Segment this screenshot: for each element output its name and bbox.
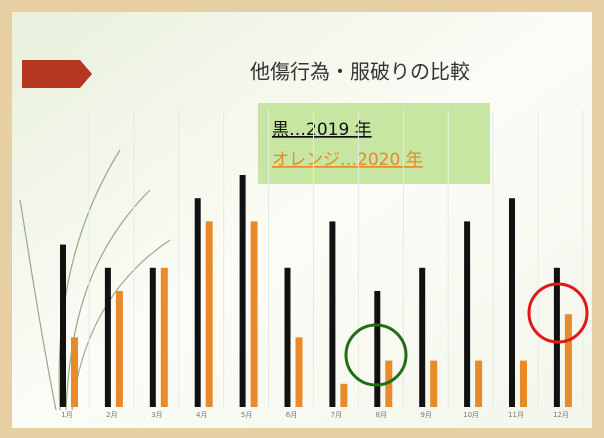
x-tick-label: 11月	[508, 411, 524, 419]
bar	[251, 221, 258, 407]
bar	[374, 291, 380, 407]
x-tick-label: 6月	[286, 411, 297, 419]
bar	[195, 198, 201, 407]
legend-note: 黒…2019 年	[272, 120, 372, 140]
bar	[285, 268, 291, 407]
x-tick-label: 2月	[106, 411, 117, 419]
bar	[150, 268, 156, 407]
bar	[419, 268, 425, 407]
bar	[475, 361, 482, 407]
x-tick-label: 1月	[61, 411, 72, 419]
chart-title: 他傷行為・服破りの比較	[250, 60, 470, 84]
title-arrow	[22, 60, 92, 88]
bar	[116, 291, 123, 407]
bar	[71, 337, 78, 407]
bar	[464, 221, 470, 407]
bar	[329, 221, 335, 407]
page: 他傷行為・服破りの比較 黒…2019 年 オレンジ…2020 年 1月 2月 3月 4…	[0, 0, 604, 438]
chart: 他傷行為・服破りの比較 黒…2019 年 オレンジ…2020 年 1月 2月 3月 4…	[0, 0, 604, 438]
bar	[105, 268, 111, 407]
x-tick-label: 10月	[463, 411, 479, 419]
x-tick-label: 3月	[151, 411, 162, 419]
bar	[565, 314, 572, 407]
bar	[206, 221, 213, 407]
bar	[240, 175, 246, 407]
bar	[296, 337, 303, 407]
bar	[60, 245, 66, 407]
bar	[340, 384, 347, 407]
legend-box	[258, 103, 490, 184]
x-tick-label: 9月	[420, 411, 431, 419]
bar	[430, 361, 437, 407]
x-tick-label: 7月	[331, 411, 342, 419]
bar	[509, 198, 515, 407]
bar	[161, 268, 168, 407]
legend-note: オレンジ…2020 年	[272, 150, 423, 170]
x-tick-label: 5月	[241, 411, 252, 419]
x-tick-label: 4月	[196, 411, 207, 419]
bar	[520, 361, 527, 407]
bar	[554, 268, 560, 407]
x-tick-label: 12月	[553, 411, 569, 419]
x-tick-label: 8月	[376, 411, 387, 419]
